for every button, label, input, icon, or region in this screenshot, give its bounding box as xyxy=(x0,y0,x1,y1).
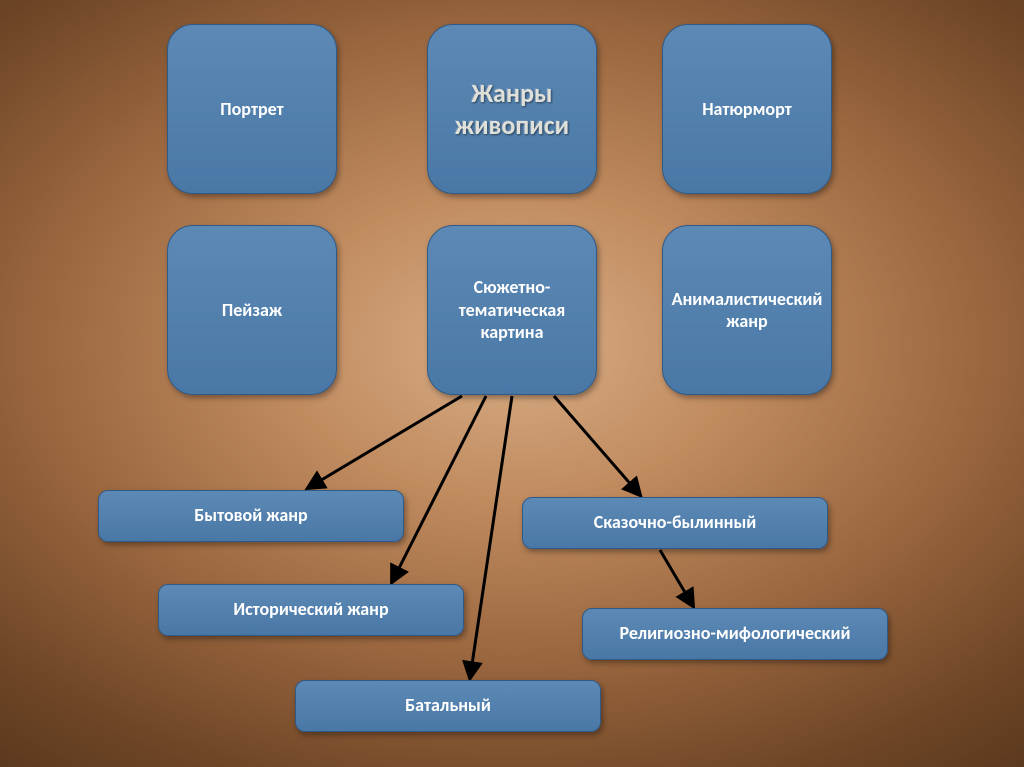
node-portrait: Портрет xyxy=(167,24,337,194)
node-battle: Батальный xyxy=(295,680,601,732)
node-label: Исторический жанр xyxy=(233,599,388,621)
node-label: Батальный xyxy=(405,695,491,717)
node-label: Анималистический жанр xyxy=(672,288,823,333)
node-label: Пейзаж xyxy=(222,299,282,322)
node-landscape: Пейзаж xyxy=(167,225,337,395)
node-label: Сказочно-былинный xyxy=(594,512,757,534)
node-label: Сюжетно-тематическая картина xyxy=(438,276,586,344)
node-religious: Религиозно-мифологический xyxy=(582,608,888,660)
node-stilllife: Натюрморт xyxy=(662,24,832,194)
node-fairytale: Сказочно-былинный xyxy=(522,497,828,549)
node-label: Жанры живописи xyxy=(438,77,586,142)
node-label: Бытовой жанр xyxy=(194,505,307,527)
node-title: Жанры живописи xyxy=(427,24,597,194)
node-label: Портрет xyxy=(220,98,283,121)
node-everyday: Бытовой жанр xyxy=(98,490,404,542)
node-historical: Исторический жанр xyxy=(158,584,464,636)
node-label: Натюрморт xyxy=(702,98,792,121)
node-thematic: Сюжетно-тематическая картина xyxy=(427,225,597,395)
node-label: Религиозно-мифологический xyxy=(619,623,850,645)
node-animal: Анималистический жанр xyxy=(662,225,832,395)
